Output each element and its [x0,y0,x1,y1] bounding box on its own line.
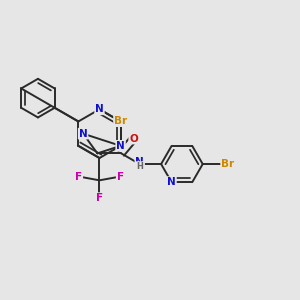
Text: N: N [135,157,144,167]
Text: N: N [79,129,87,139]
Text: H: H [136,162,143,171]
Text: N: N [167,177,176,187]
Text: Br: Br [114,116,127,126]
Text: F: F [117,172,124,182]
Text: F: F [75,172,82,182]
Text: F: F [96,193,103,203]
Text: N: N [116,141,125,151]
Text: O: O [129,134,138,144]
Text: N: N [95,104,104,114]
Text: Br: Br [221,159,234,169]
